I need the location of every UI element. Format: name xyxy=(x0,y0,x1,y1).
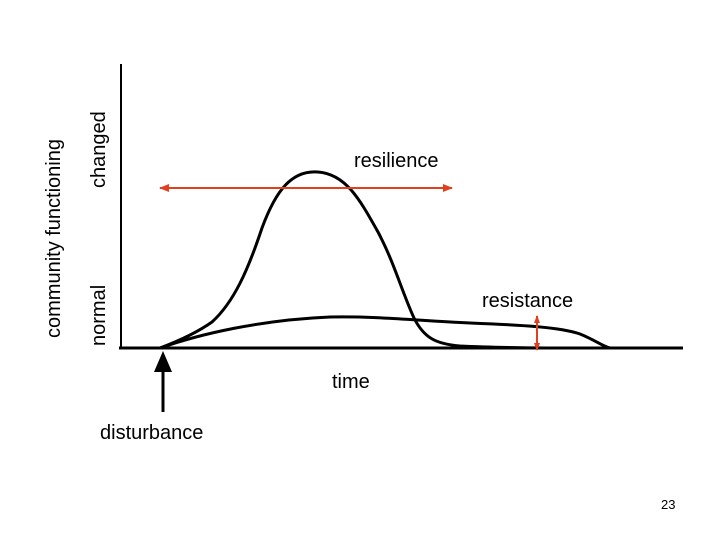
resilience-curve xyxy=(159,170,576,350)
y-axis-high-label: changed xyxy=(88,111,110,188)
page-number: 23 xyxy=(661,497,675,512)
resistance-label: resistance xyxy=(482,290,573,312)
x-axis-label: time xyxy=(332,371,370,393)
disturbance-label: disturbance xyxy=(100,422,203,444)
resilience-label: resilience xyxy=(354,150,438,172)
disturbance-arrow-head xyxy=(154,351,172,372)
resistance-curve xyxy=(159,315,611,350)
y-axis-low-label: normal xyxy=(88,285,110,346)
y-axis-label: community functioning xyxy=(43,139,65,338)
